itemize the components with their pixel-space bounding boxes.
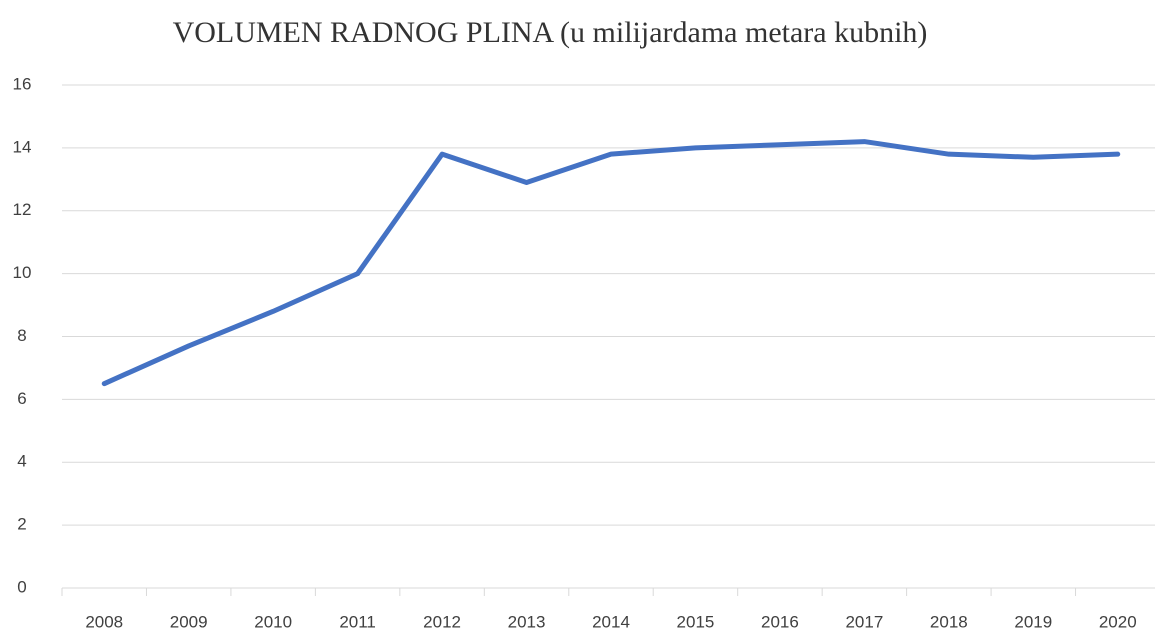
data-line (101, 139, 1121, 387)
x-tick-label: 2015 (677, 612, 715, 631)
chart-title: VOLUMEN RADNOG PLINA (u milijardama meta… (173, 16, 928, 49)
x-tick-label: 2009 (170, 612, 208, 631)
y-tick-label: 4 (17, 452, 26, 471)
y-tick-label: 8 (17, 326, 26, 345)
y-tick-label: 16 (13, 74, 32, 93)
x-tick-label: 2012 (423, 612, 461, 631)
x-tick-label: 2018 (930, 612, 968, 631)
x-tick-label: 2013 (508, 612, 546, 631)
x-tick-label: 2008 (85, 612, 123, 631)
x-tick-label: 2020 (1099, 612, 1137, 631)
x-tick-label: 2014 (592, 612, 630, 631)
x-tick-label: 2010 (254, 612, 292, 631)
y-tick-label: 6 (17, 389, 26, 408)
x-tick-label: 2019 (1014, 612, 1052, 631)
y-tick-label: 10 (13, 263, 32, 282)
x-tick-label: 2017 (845, 612, 883, 631)
y-tick-label: 12 (13, 200, 32, 219)
y-tick-label: 2 (17, 515, 26, 534)
y-tick-label: 14 (13, 137, 32, 156)
x-tick-label: 2016 (761, 612, 799, 631)
x-tick-label: 2011 (339, 612, 376, 631)
y-tick-label: 0 (17, 577, 26, 596)
